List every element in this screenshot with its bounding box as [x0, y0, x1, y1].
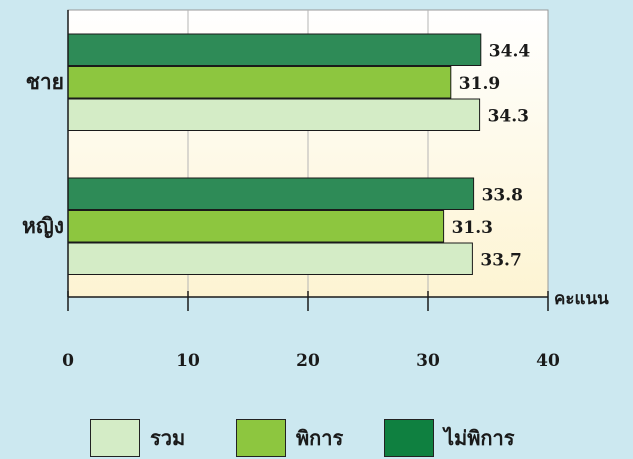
data-label: 34.4 — [489, 41, 531, 61]
data-label: 33.8 — [482, 185, 523, 205]
legend-swatch-non-disabled — [384, 419, 434, 457]
legend-label-disabled: พิการ — [296, 426, 344, 450]
bar — [67, 210, 445, 243]
legend-swatch-disabled — [236, 419, 286, 457]
data-label: 34.3 — [488, 106, 529, 126]
bar — [67, 66, 452, 99]
bar — [67, 177, 475, 210]
legend-swatch-total — [90, 419, 140, 457]
x-axis-label: คะแนน — [554, 289, 609, 309]
x-tick-label: 20 — [296, 351, 320, 371]
data-label: 31.3 — [452, 218, 493, 238]
data-label: 31.9 — [459, 74, 500, 94]
axes-group — [67, 10, 549, 311]
legend-item-disabled: พิการ — [236, 418, 343, 458]
x-tick-label: 40 — [536, 351, 560, 371]
bar — [67, 242, 473, 275]
legend-label-total: รวม — [150, 426, 186, 450]
x-tick-label: 0 — [62, 351, 74, 371]
legend-item-non-disabled: ไม่พิการ — [384, 418, 515, 458]
legend-item-total: รวม — [90, 418, 185, 458]
labels-group: 34.4 31.9 34.3 ชาย 33.8 31.3 33.7 หญิง 0 10 20 30 40… — [22, 41, 609, 371]
x-tick-label: 30 — [416, 351, 440, 371]
category-label: ชาย — [26, 69, 64, 94]
category-label: หญิง — [22, 213, 64, 239]
x-tick-label: 10 — [176, 351, 200, 371]
chart-area: 34.4 31.9 34.3 ชาย 33.8 31.3 33.7 หญิง 0 10 20 30 40… — [22, 9, 609, 371]
legend-label-non-disabled: ไม่พิการ — [444, 426, 515, 450]
bars-group — [67, 33, 482, 275]
data-label: 33.7 — [480, 250, 521, 270]
bar — [67, 33, 482, 66]
bar — [67, 98, 481, 131]
